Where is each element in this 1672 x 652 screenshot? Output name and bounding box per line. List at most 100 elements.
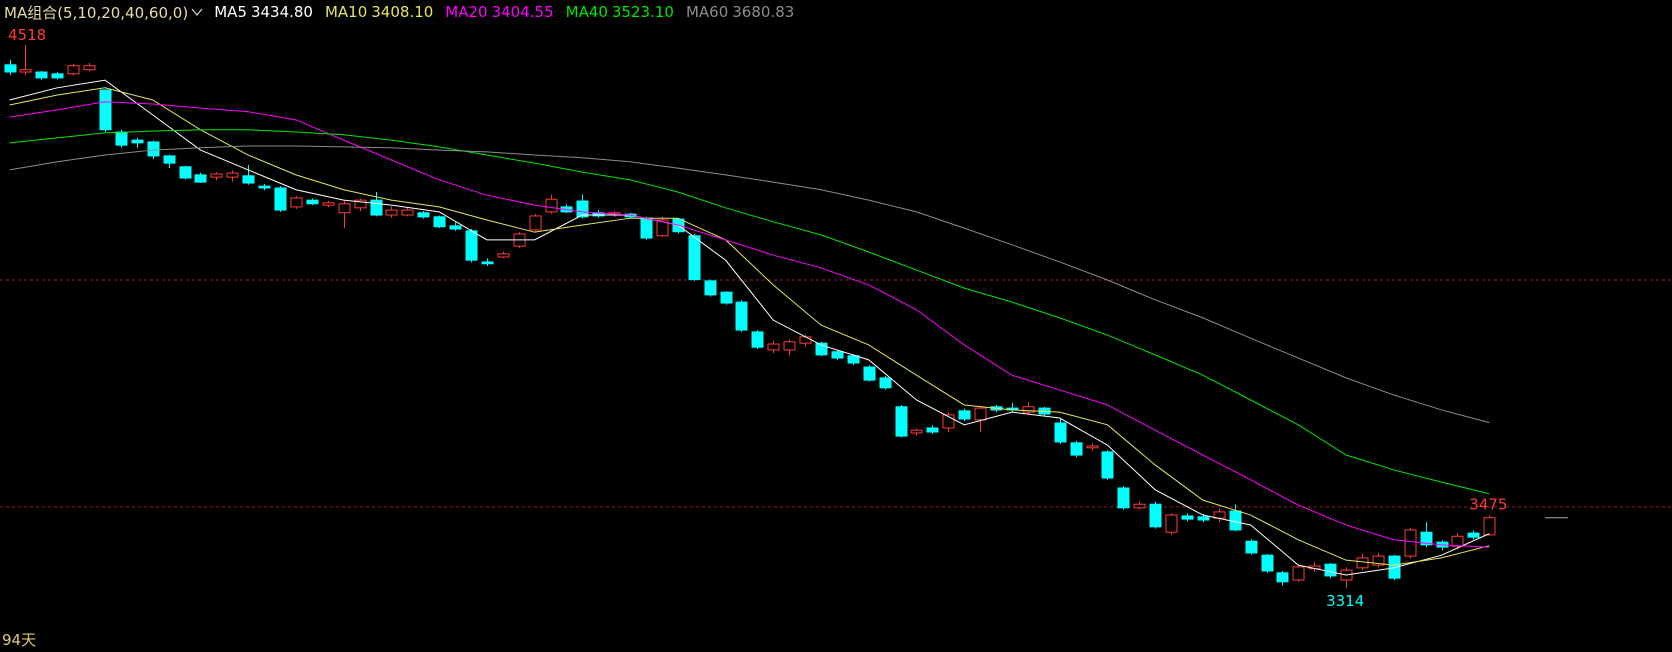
- candle-body: [465, 230, 478, 261]
- ma-line: [9, 79, 1490, 576]
- candle-body: [1229, 510, 1242, 531]
- candle-body: [576, 200, 589, 218]
- candle-body: [417, 212, 430, 218]
- candle-body: [974, 407, 987, 421]
- ma-line: [9, 87, 1490, 566]
- candle-body: [497, 253, 510, 258]
- candle-body: [1276, 572, 1289, 583]
- candle-body: [783, 341, 796, 351]
- candle-body: [926, 427, 939, 433]
- candle-body: [290, 197, 303, 208]
- candle-body: [1149, 503, 1162, 528]
- candle-body: [83, 65, 96, 71]
- candle-body: [1054, 422, 1067, 443]
- candle-body: [1292, 566, 1305, 581]
- candle-body: [1324, 563, 1337, 577]
- candle-body: [179, 166, 192, 179]
- candle-body: [1245, 540, 1258, 554]
- ma-line: [9, 101, 1490, 548]
- candle-body: [35, 71, 48, 79]
- candle-body: [115, 131, 128, 146]
- candle-body: [640, 217, 653, 239]
- candle-body: [704, 280, 717, 296]
- ma-line: [9, 145, 1490, 424]
- candle-body: [735, 301, 748, 331]
- dropdown-icon[interactable]: [190, 5, 204, 19]
- candle-body: [1086, 445, 1099, 449]
- legend-value: 3680.83: [732, 3, 795, 21]
- candle-body: [656, 219, 669, 237]
- legend-name: MA40: [565, 3, 608, 21]
- candle-body: [1356, 557, 1369, 569]
- candle-body: [1483, 517, 1496, 536]
- candle-body: [322, 202, 335, 206]
- candle-body: [545, 198, 558, 213]
- candle-body: [1261, 554, 1274, 572]
- candle-body: [799, 336, 812, 344]
- candle-body: [529, 215, 542, 231]
- max-price-label: 4518: [8, 26, 46, 44]
- candle-body: [131, 139, 144, 144]
- candle-body: [847, 355, 860, 364]
- legend-value: 3523.10: [611, 3, 674, 21]
- candle-body: [942, 414, 955, 429]
- candle-body: [433, 216, 446, 228]
- legend-value: 3408.10: [371, 3, 434, 21]
- candle-body: [767, 343, 780, 351]
- candle-body: [19, 69, 32, 73]
- candle-body: [879, 377, 892, 389]
- last-high-label: 3475: [1469, 495, 1507, 513]
- legend-name: MA20: [445, 3, 488, 21]
- candle-body: [1165, 514, 1178, 533]
- candle-body: [1372, 555, 1385, 566]
- candle-body: [895, 406, 908, 437]
- candle-body: [258, 185, 271, 189]
- legend-name: MA10: [324, 3, 368, 21]
- candle-body: [163, 155, 176, 164]
- candle-body: [194, 174, 207, 183]
- period-label: 94天: [2, 631, 36, 649]
- candle-body: [815, 342, 828, 356]
- candle-body: [1451, 535, 1464, 547]
- candle-body: [1181, 515, 1194, 520]
- ma-line: [9, 129, 1490, 495]
- candle-body: [242, 175, 255, 184]
- candle-body: [401, 209, 414, 216]
- candle-body: [1133, 503, 1146, 509]
- candle-body: [481, 261, 494, 265]
- candle-body: [51, 73, 64, 79]
- candle-body: [306, 199, 319, 205]
- indicator-label[interactable]: MA组合(5,10,20,40,60,0): [4, 3, 189, 22]
- candle-body: [4, 64, 17, 73]
- candle-body: [863, 366, 876, 381]
- candle-body: [688, 235, 701, 281]
- candle-body: [1101, 451, 1114, 479]
- candle-body: [958, 410, 971, 420]
- candle-body: [1117, 487, 1130, 509]
- candle-body: [385, 209, 398, 216]
- candle-body: [147, 141, 160, 157]
- candle-body: [1420, 531, 1433, 546]
- legend-name: MA60: [685, 3, 729, 21]
- candle-body: [720, 291, 733, 304]
- legend-name: MA5: [214, 3, 247, 21]
- candle-body: [338, 203, 351, 214]
- candle-body: [831, 351, 844, 359]
- candle-body: [1022, 406, 1035, 413]
- indicator-header: MA组合(5,10,20,40,60,0) MA5 3434.80 MA10 3408…: [4, 2, 806, 22]
- candle-body: [1404, 529, 1417, 557]
- candle-body: [1197, 516, 1210, 521]
- legend-value: 3434.80: [250, 3, 313, 21]
- candle-body: [1467, 532, 1480, 538]
- candle-body: [449, 225, 462, 230]
- candle-body: [226, 172, 239, 178]
- legend-value: 3404.55: [491, 3, 554, 21]
- candle-body: [354, 199, 367, 209]
- min-price-label: 3314: [1326, 592, 1364, 610]
- candle-body: [751, 331, 764, 348]
- candle-body: [370, 199, 383, 216]
- candle-body: [99, 89, 112, 131]
- candle-body: [67, 65, 80, 75]
- candle-body: [274, 187, 287, 211]
